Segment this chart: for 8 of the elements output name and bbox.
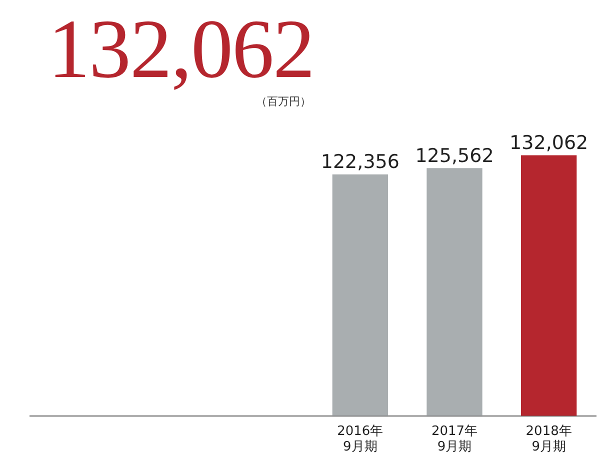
- chart-subtitle: （百万円）: [256, 94, 311, 109]
- x-tick-label: 2016年 9月期: [337, 424, 384, 455]
- x-tick-label: 2018年 9月期: [526, 424, 572, 455]
- x-tick-label: 2017年 9月期: [431, 424, 478, 455]
- chart-title: 132,062: [48, 2, 314, 96]
- data-label: 122,356: [320, 151, 400, 174]
- data-label: 125,562: [415, 144, 494, 167]
- data-label: 132,062: [510, 132, 588, 154]
